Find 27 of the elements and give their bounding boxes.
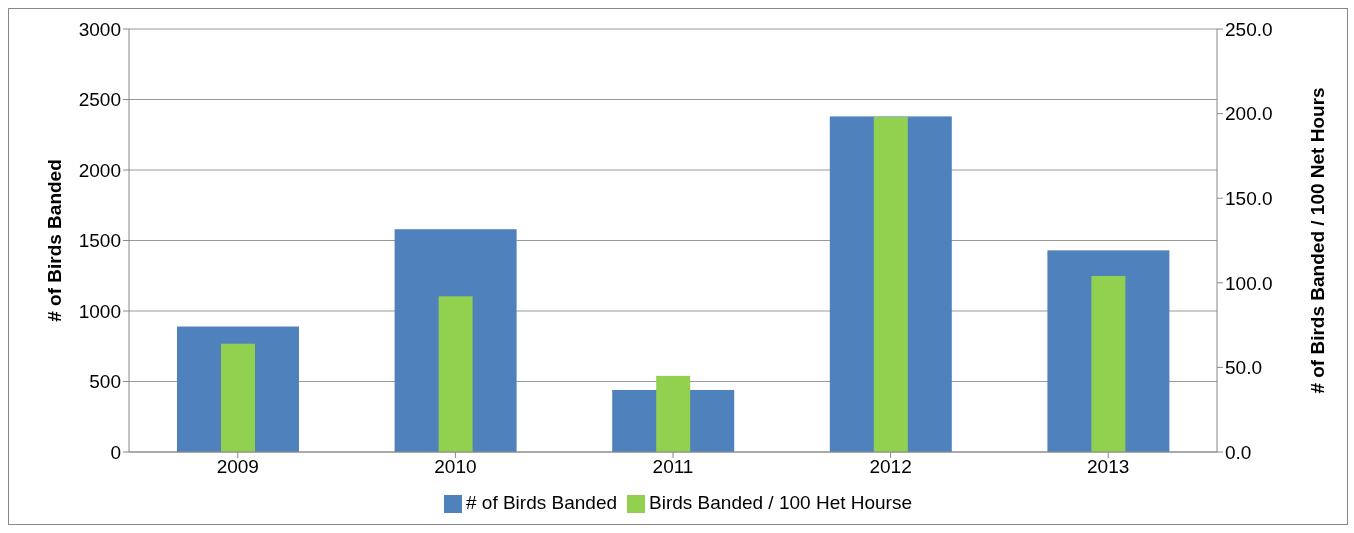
x-tick-label: 2012 [869, 456, 912, 478]
y2-tick-label: 150.0 [1225, 187, 1273, 209]
y-tick-label: 2000 [78, 159, 121, 181]
x-tick-label: 2010 [434, 456, 477, 478]
bar [221, 343, 255, 452]
bar [1091, 276, 1126, 452]
y2-tick-label: 50.0 [1225, 357, 1262, 379]
legend-label: # of Birds Banded [465, 492, 618, 513]
bar [656, 375, 691, 452]
y2-axis-title: # of Birds Banded / 100 Net Hours [1306, 87, 1328, 394]
legend-label: Birds Banded / 100 Het Hourse [649, 492, 913, 513]
y2-tick-label: 200.0 [1225, 103, 1273, 125]
y-tick-label: 1000 [78, 300, 121, 322]
y2-tick-label: 0.0 [1225, 441, 1252, 463]
bar [438, 296, 473, 452]
y2-tick-label: 100.0 [1225, 272, 1273, 294]
x-tick-label: 2013 [1087, 456, 1130, 478]
y2-tick-label: 250.0 [1225, 18, 1273, 40]
bar [873, 116, 908, 452]
y-tick-label: 500 [89, 371, 121, 393]
y-tick-label: 3000 [78, 18, 121, 40]
y-tick-label: 1500 [78, 230, 121, 252]
x-tick-label: 2009 [216, 456, 259, 478]
y-tick-label: 2500 [78, 89, 121, 111]
y-axis-title: # of Birds Banded [43, 159, 65, 322]
y-tick-label: 0 [110, 441, 121, 463]
x-tick-label: 2011 [652, 456, 694, 478]
